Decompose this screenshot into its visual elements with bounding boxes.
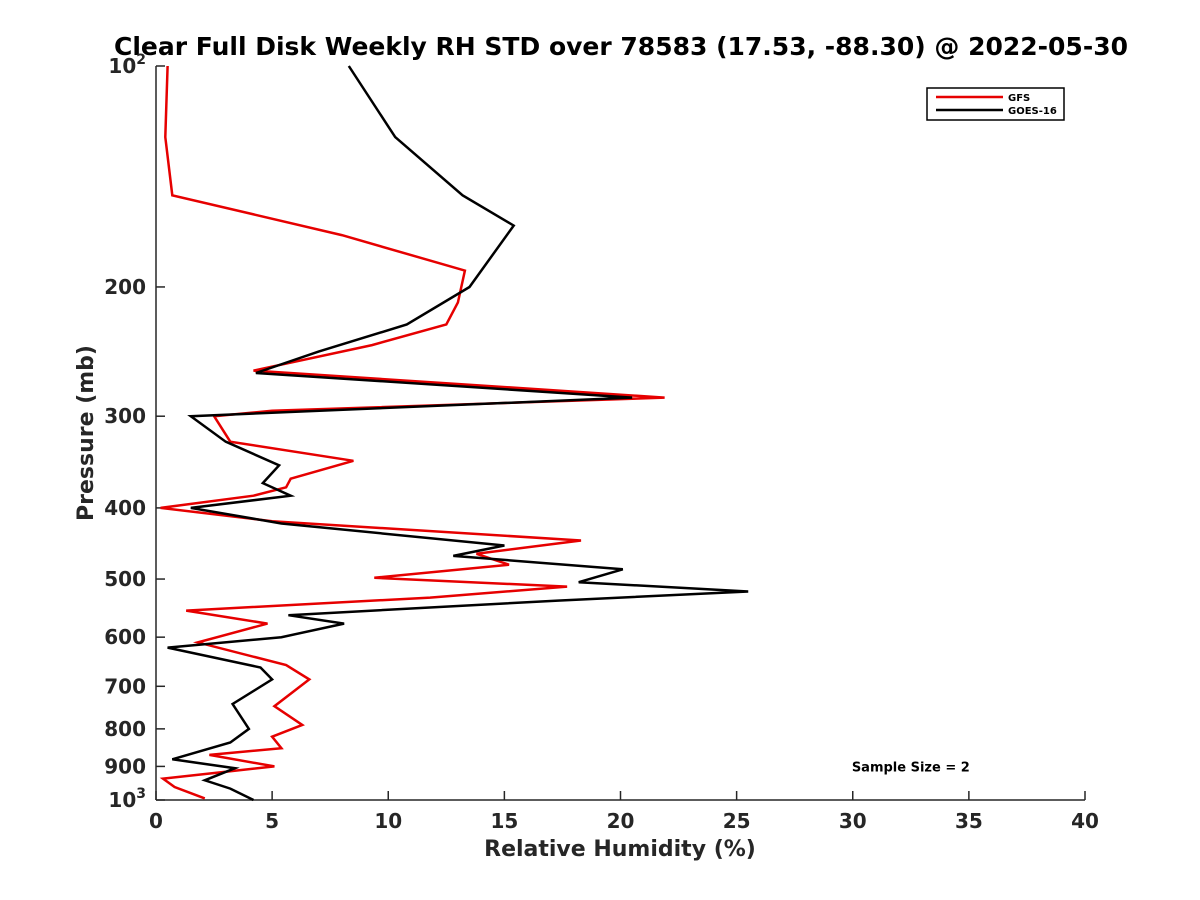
y-tick-label: 103 [108,786,146,812]
sample-size-annotation: Sample Size = 2 [852,760,970,775]
x-tick-label: 20 [607,809,635,833]
x-axis-ticks: 0 5 10 15 20 25 30 35 40 [149,791,1099,833]
legend-label-gfs: GFS [1008,93,1030,104]
y-tick-label: 102 [108,52,146,78]
y-tick-label: 900 [104,754,146,778]
legend-box [926,87,1065,121]
y-tick-label: 200 [104,275,146,299]
series-layer [159,65,749,802]
y-tick-label: 400 [104,496,146,520]
x-tick-label: 30 [839,809,867,833]
series-line-goes16 [167,65,749,802]
legend: GFS GOES-16 [926,87,1065,121]
x-tick-label: 10 [374,809,402,833]
x-tick-label: 40 [1071,809,1099,833]
y-axis-ticks: 102 200 300 400 500 600 700 800 900 103 [104,52,165,812]
y-tick-label: 700 [104,674,146,698]
legend-label-goes16: GOES-16 [1008,106,1057,117]
y-tick-label: 300 [104,404,146,428]
x-tick-label: 35 [955,809,983,833]
series-line-gfs [159,65,665,800]
plot-background [156,66,1085,800]
y-axis-label: Pressure (mb) [74,345,99,521]
y-tick-label: 600 [104,625,146,649]
x-tick-label: 5 [265,809,279,833]
chart-title: Clear Full Disk Weekly RH STD over 78583… [114,32,1128,61]
x-tick-label: 15 [490,809,518,833]
y-tick-label: 800 [104,717,146,741]
x-tick-label: 0 [149,809,163,833]
x-tick-label: 25 [723,809,751,833]
y-tick-label: 500 [104,567,146,591]
plot-area [155,66,1085,801]
x-axis-label: Relative Humidity (%) [484,837,756,862]
